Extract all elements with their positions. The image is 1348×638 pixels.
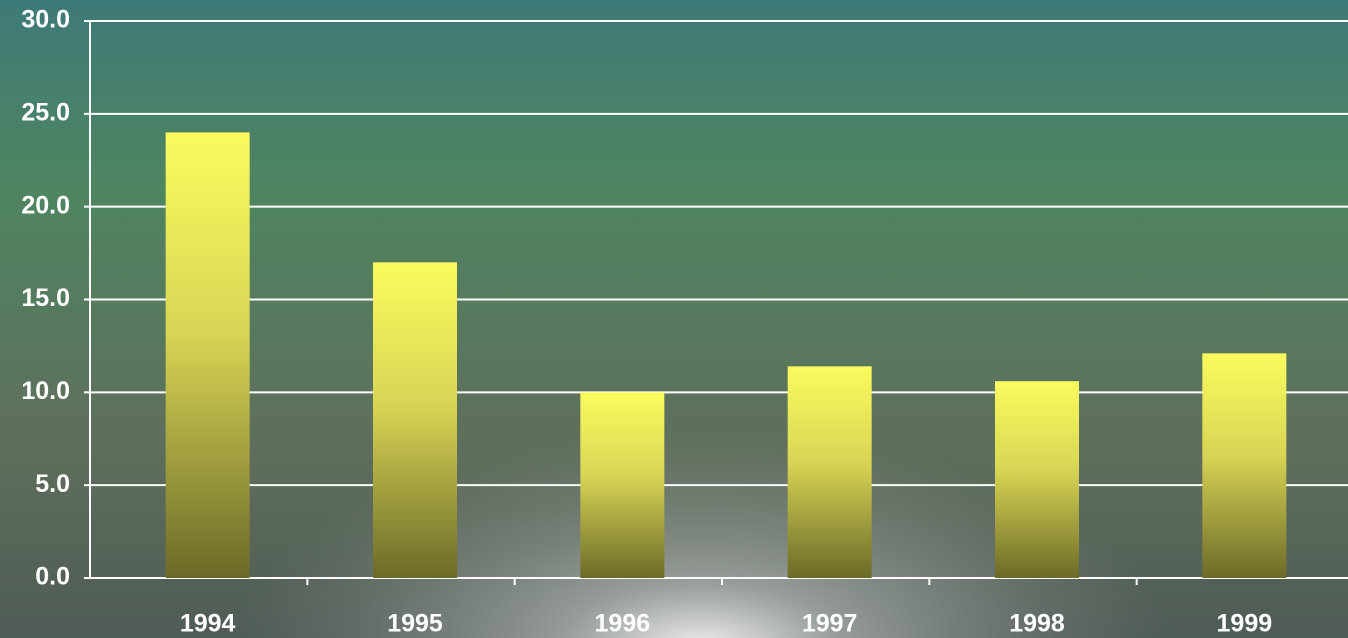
bar	[580, 392, 665, 578]
y-tick-label: 20.0	[21, 191, 70, 219]
bar	[373, 262, 457, 578]
y-tick-label: 0.0	[35, 563, 70, 591]
x-tick-label: 1995	[387, 610, 443, 638]
x-tick-label: 1997	[802, 610, 858, 638]
x-tick-label: 1994	[180, 610, 236, 638]
y-tick-label: 5.0	[35, 470, 70, 498]
x-tick-label: 1998	[1009, 610, 1065, 638]
bar	[787, 366, 872, 578]
bar	[1202, 353, 1287, 578]
bar	[995, 381, 1079, 578]
y-tick-label: 10.0	[21, 377, 70, 405]
y-tick-label: 30.0	[21, 6, 70, 34]
x-tick-label: 1999	[1217, 610, 1273, 638]
x-tick-label: 1996	[595, 610, 651, 638]
y-tick-label: 15.0	[21, 284, 70, 312]
bar	[165, 132, 250, 578]
y-tick-label: 25.0	[21, 98, 70, 126]
